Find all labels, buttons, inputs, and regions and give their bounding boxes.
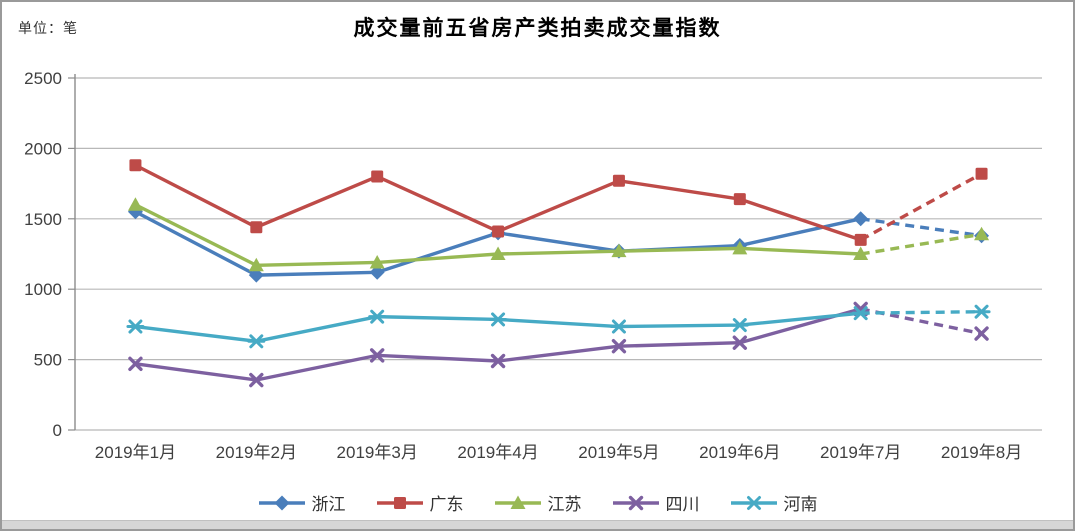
y-axis-tick-label: 2500 (24, 69, 62, 88)
legend-item-zhejiang: 浙江 (258, 490, 346, 515)
unit-label: 单位：笔 (18, 20, 78, 36)
y-axis-tick-label: 500 (34, 351, 62, 370)
y-axis-tick-label: 2000 (24, 139, 62, 158)
y-axis-tick-label: 1500 (24, 210, 62, 229)
y-axis-tick-label: 0 (53, 421, 62, 440)
x-axis-tick-label: 2019年3月 (337, 443, 418, 462)
legend-label: 广东 (429, 495, 464, 514)
x-axis-tick-label: 2019年4月 (457, 443, 538, 462)
x-axis-tick-label: 2019年5月 (578, 443, 659, 462)
legend-marker-square-icon (376, 496, 423, 509)
legend-label: 河南 (783, 495, 818, 514)
legend-marker-triangle-icon (494, 495, 541, 509)
legend-label: 四川 (665, 495, 700, 514)
legend-marker-x-icon (612, 495, 659, 510)
x-axis-tick-label: 2019年2月 (216, 443, 297, 462)
x-axis-labels: 2019年1月 2019年2月 2019年3月 2019年4月 2019年5月 2019年… (95, 443, 1022, 462)
legend-item-henan: 河南 (730, 490, 818, 515)
chart-title: 成交量前五省房产类拍卖成交量指数 (353, 16, 722, 40)
series-jiangsu (127, 197, 990, 272)
series-henan (126, 304, 991, 349)
legend-label: 江苏 (547, 495, 582, 514)
legend-item-guangdong: 广东 (376, 490, 464, 515)
bottom-bar (2, 520, 1073, 529)
line-chart-canvas: 0 500 1000 1500 2000 2500 2019年1月 2019年2月 2019年3… (24, 69, 1042, 462)
x-axis-tick-label: 2019年6月 (699, 443, 780, 462)
y-axis-tick-label: 1000 (24, 280, 62, 299)
x-axis-tick-label: 2019年1月 (95, 443, 176, 462)
chart-legend: 浙江 广东 江苏 四川 河南 (2, 490, 1073, 515)
legend-item-jiangsu: 江苏 (494, 490, 582, 515)
legend-label: 浙江 (311, 495, 346, 514)
gridlines: 0 500 1000 1500 2000 2500 (24, 69, 1042, 440)
x-axis-tick-label: 2019年7月 (820, 443, 901, 462)
series-guangdong (129, 159, 988, 246)
legend-marker-asterisk-icon (730, 495, 777, 510)
legend-marker-diamond-icon (258, 495, 305, 510)
x-axis-tick-label: 2019年8月 (941, 443, 1022, 462)
legend-item-sichuan: 四川 (612, 490, 700, 515)
